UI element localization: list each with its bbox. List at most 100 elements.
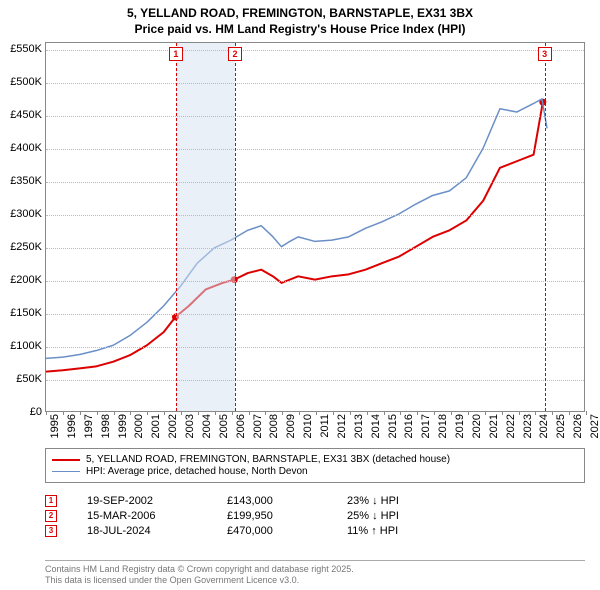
event-delta: 11% ↑ HPI <box>347 525 467 537</box>
gridline-h <box>46 281 584 282</box>
xtick <box>181 411 182 415</box>
event-line <box>545 43 546 411</box>
xtick-label: 2006 <box>235 414 247 438</box>
ytick-label: £300K <box>2 208 42 220</box>
ytick-label: £500K <box>2 76 42 88</box>
ytick-label: £100K <box>2 340 42 352</box>
xtick <box>350 411 351 415</box>
xtick-label: 2008 <box>268 414 280 438</box>
xtick <box>417 411 418 415</box>
xtick-label: 2027 <box>589 414 600 438</box>
xtick <box>384 411 385 415</box>
events-table: 1 19-SEP-2002£143,00023% ↓ HPI 2 15-MAR-200… <box>45 492 585 540</box>
footer-line-2: This data is licensed under the Open Gov… <box>45 575 585 586</box>
event-price: £199,950 <box>227 510 347 522</box>
event-marker-box: 1 <box>169 47 183 61</box>
ytick-label: £200K <box>2 274 42 286</box>
ytick-label: £150K <box>2 307 42 319</box>
event-date: 19-SEP-2002 <box>87 495 227 507</box>
event-price: £470,000 <box>227 525 347 537</box>
xtick <box>147 411 148 415</box>
gridline-h <box>46 248 584 249</box>
chart-plot-area: 123 <box>45 42 585 412</box>
xtick <box>215 411 216 415</box>
legend-swatch <box>52 471 80 472</box>
xtick <box>198 411 199 415</box>
event-delta: 23% ↓ HPI <box>347 495 467 507</box>
event-badge: 3 <box>45 525 57 537</box>
chart-container: 5, YELLAND ROAD, FREMINGTON, BARNSTAPLE,… <box>0 0 600 590</box>
xtick <box>333 411 334 415</box>
xtick-label: 2005 <box>218 414 230 438</box>
xtick-label: 2021 <box>488 414 500 438</box>
xtick-label: 2012 <box>336 414 348 438</box>
xtick <box>451 411 452 415</box>
xtick <box>299 411 300 415</box>
xtick-label: 2020 <box>471 414 483 438</box>
event-marker-box: 3 <box>538 47 552 61</box>
xtick-label: 2018 <box>437 414 449 438</box>
xtick <box>502 411 503 415</box>
ytick-label: £250K <box>2 241 42 253</box>
xtick-label: 2022 <box>505 414 517 438</box>
event-price: £143,000 <box>227 495 347 507</box>
xtick <box>519 411 520 415</box>
legend-box: 5, YELLAND ROAD, FREMINGTON, BARNSTAPLE,… <box>45 448 585 483</box>
xtick <box>232 411 233 415</box>
xtick <box>265 411 266 415</box>
gridline-h <box>46 116 584 117</box>
event-date: 15-MAR-2006 <box>87 510 227 522</box>
xtick <box>569 411 570 415</box>
xtick-label: 2004 <box>201 414 213 438</box>
xtick <box>367 411 368 415</box>
series-line <box>46 99 547 358</box>
chart-svg <box>46 43 584 411</box>
xtick-label: 2023 <box>522 414 534 438</box>
ytick-label: £0 <box>2 406 42 418</box>
event-badge: 2 <box>45 510 57 522</box>
xtick <box>130 411 131 415</box>
footer-line-1: Contains HM Land Registry data © Crown c… <box>45 564 585 575</box>
title-line-1: 5, YELLAND ROAD, FREMINGTON, BARNSTAPLE,… <box>0 6 600 22</box>
xtick-label: 2002 <box>167 414 179 438</box>
xtick <box>552 411 553 415</box>
legend-row: 5, YELLAND ROAD, FREMINGTON, BARNSTAPLE,… <box>52 454 578 465</box>
ytick-label: £350K <box>2 175 42 187</box>
gridline-h <box>46 215 584 216</box>
gridline-h <box>46 149 584 150</box>
xtick-label: 2007 <box>252 414 264 438</box>
title-line-2: Price paid vs. HM Land Registry's House … <box>0 22 600 38</box>
event-line <box>235 43 236 411</box>
gridline-h <box>46 380 584 381</box>
legend-swatch <box>52 459 80 461</box>
xtick-label: 1995 <box>49 414 61 438</box>
gridline-h <box>46 182 584 183</box>
event-line <box>176 43 177 411</box>
xtick <box>434 411 435 415</box>
xtick-label: 1998 <box>100 414 112 438</box>
legend-text: HPI: Average price, detached house, Nort… <box>86 466 308 477</box>
xtick <box>46 411 47 415</box>
xtick-label: 2000 <box>133 414 145 438</box>
xtick-label: 2010 <box>302 414 314 438</box>
xtick-label: 2024 <box>538 414 550 438</box>
event-row: 215-MAR-2006£199,95025% ↓ HPI <box>45 510 585 522</box>
xtick <box>316 411 317 415</box>
gridline-h <box>46 50 584 51</box>
xtick <box>63 411 64 415</box>
xtick <box>80 411 81 415</box>
event-badge: 1 <box>45 495 57 507</box>
xtick-label: 2019 <box>454 414 466 438</box>
footer-attribution: Contains HM Land Registry data © Crown c… <box>45 560 585 587</box>
xtick <box>114 411 115 415</box>
xtick-label: 1997 <box>83 414 95 438</box>
legend-text: 5, YELLAND ROAD, FREMINGTON, BARNSTAPLE,… <box>86 454 450 465</box>
xtick <box>485 411 486 415</box>
xtick <box>164 411 165 415</box>
xtick-label: 2011 <box>319 414 331 438</box>
gridline-h <box>46 347 584 348</box>
xtick-label: 1996 <box>66 414 78 438</box>
gridline-h <box>46 83 584 84</box>
event-row: 318-JUL-2024£470,00011% ↑ HPI <box>45 525 585 537</box>
legend-row: HPI: Average price, detached house, Nort… <box>52 466 578 477</box>
